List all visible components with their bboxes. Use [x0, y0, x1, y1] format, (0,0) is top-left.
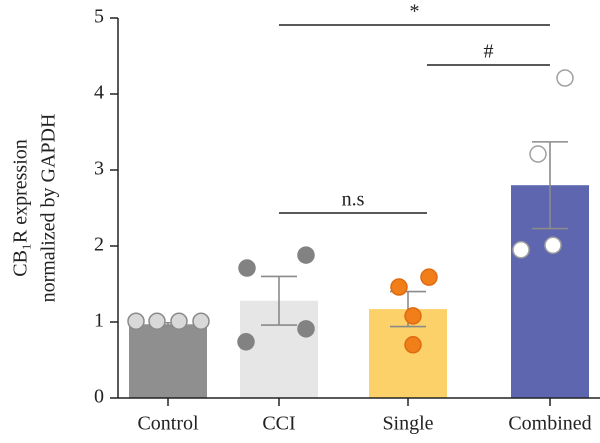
y-axis-label: CB₁R expression — [10, 139, 32, 277]
data-point — [297, 320, 315, 338]
y-axis-label: normalized by GAPDH — [38, 114, 60, 303]
data-point — [297, 246, 315, 264]
y-tick-label: 1 — [94, 310, 104, 332]
data-point — [192, 312, 210, 330]
y-tick-label: 2 — [94, 234, 104, 256]
y-tick-label: 3 — [94, 158, 104, 180]
data-point — [127, 312, 145, 330]
data-point — [556, 69, 574, 87]
data-point — [238, 259, 256, 277]
data-point — [529, 145, 547, 163]
data-point — [148, 312, 166, 330]
x-tick-label: CCI — [262, 413, 295, 435]
significance-label: * — [410, 1, 420, 23]
data-point — [512, 241, 530, 259]
x-tick-label: Control — [137, 413, 199, 435]
x-tick-label: Combined — [508, 413, 591, 435]
significance-label: n.s — [342, 189, 365, 211]
data-point — [170, 312, 188, 330]
x-tick-label: Single — [382, 413, 433, 435]
data-point — [420, 268, 438, 286]
data-point — [237, 333, 255, 351]
data-point — [390, 278, 408, 296]
data-point — [404, 307, 422, 325]
data-point — [404, 336, 422, 354]
data-point — [544, 236, 562, 254]
bar — [129, 324, 207, 398]
significance-label: # — [484, 41, 494, 63]
y-tick-label: 4 — [94, 82, 104, 104]
y-tick-label: 5 — [94, 6, 104, 28]
y-tick-label: 0 — [94, 386, 104, 408]
